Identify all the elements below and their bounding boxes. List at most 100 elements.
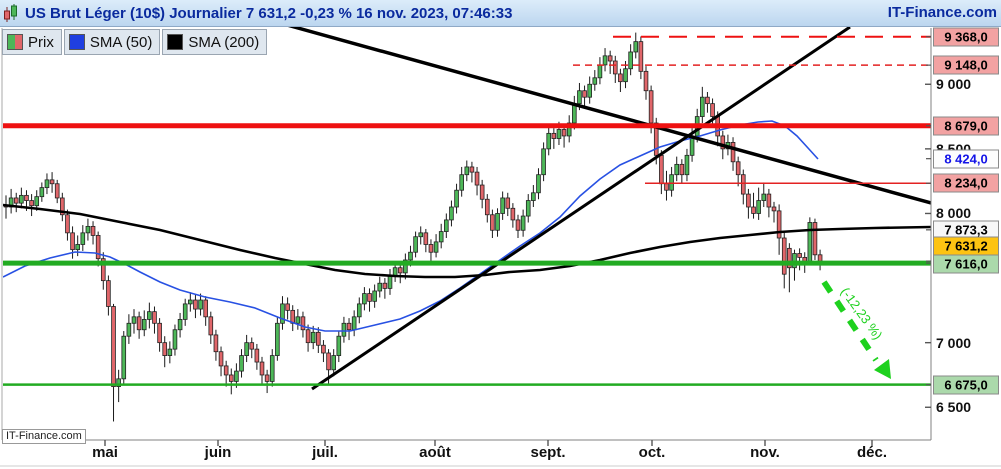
drawdown-label: (-12,23 %) xyxy=(838,284,886,342)
legend-item-sma200[interactable]: SMA (200) xyxy=(162,29,268,55)
candle-up xyxy=(577,90,582,105)
candle-down xyxy=(193,299,198,310)
candle-down xyxy=(720,135,726,150)
price-swatch-icon xyxy=(7,34,23,50)
candle-down xyxy=(254,348,260,363)
candle-down xyxy=(423,232,429,245)
plot-area: (-12,23 %) xyxy=(3,25,931,422)
sma200-line xyxy=(3,203,931,279)
candle-up xyxy=(336,335,342,356)
arrowhead-icon xyxy=(874,359,891,379)
month-label: sept. xyxy=(530,444,566,461)
candle-down xyxy=(469,166,475,173)
candle-down xyxy=(305,329,311,344)
ascending-trendline xyxy=(311,25,851,391)
candle-down xyxy=(735,161,741,176)
candle-up xyxy=(433,241,439,253)
candle-up xyxy=(700,96,705,117)
candle-up xyxy=(387,275,393,289)
candle-down xyxy=(797,253,802,258)
candle-down xyxy=(787,247,792,269)
candle-up xyxy=(413,236,418,253)
candle-up xyxy=(275,322,280,356)
candle-up xyxy=(464,166,470,176)
y-axis-label: 7 000 xyxy=(936,334,972,351)
candle-up xyxy=(121,335,127,380)
candle-up xyxy=(269,355,275,382)
candle-up xyxy=(525,200,531,217)
month-label: juin xyxy=(204,444,232,461)
candle-up xyxy=(623,68,628,83)
candle-up xyxy=(392,267,398,276)
candle-down xyxy=(648,90,654,124)
candle-down xyxy=(300,316,306,331)
month-label: nov. xyxy=(750,444,780,461)
candle-up xyxy=(44,179,50,189)
candle-up xyxy=(141,319,147,331)
candle-down xyxy=(249,342,255,350)
candle-down xyxy=(766,193,772,208)
candle-up xyxy=(331,355,336,371)
legend-item-prix[interactable]: Prix xyxy=(2,29,62,55)
legend-label: SMA (200) xyxy=(188,33,260,51)
candle-down xyxy=(111,306,116,387)
drawdown-arrow xyxy=(821,280,879,362)
candle-down xyxy=(29,200,34,207)
candle-down xyxy=(653,122,659,156)
legend-label: Prix xyxy=(28,33,54,51)
price-level-badge: 7 873,3 xyxy=(933,220,999,240)
candle-up xyxy=(39,187,45,198)
candle-down xyxy=(13,197,19,204)
candle-down xyxy=(106,280,111,307)
candle-up xyxy=(449,206,454,221)
candle-down xyxy=(228,374,234,382)
price-level-badge: 9 368,0 xyxy=(933,27,999,47)
month-label: mai xyxy=(92,444,118,461)
candle-down xyxy=(751,206,756,214)
candle-up xyxy=(147,311,152,320)
candle-up xyxy=(198,299,203,310)
candle-down xyxy=(152,311,157,324)
candle-down xyxy=(136,316,142,331)
candle-up xyxy=(520,215,526,231)
candle-down xyxy=(65,214,70,234)
candle-up xyxy=(244,342,249,356)
candle-up xyxy=(761,193,767,201)
candle-up xyxy=(602,55,608,66)
candle-up xyxy=(674,163,680,176)
candle-down xyxy=(95,235,101,260)
legend-item-sma50[interactable]: SMA (50) xyxy=(63,29,161,55)
candle-up xyxy=(438,231,444,243)
candle-up xyxy=(592,77,598,85)
candle-down xyxy=(710,103,715,117)
candle-up xyxy=(34,196,40,207)
candle-down xyxy=(223,365,229,376)
candle-up xyxy=(633,41,639,53)
price-level-badge: 7 616,0 xyxy=(933,254,999,274)
candle-up xyxy=(541,148,546,176)
legend: Prix SMA (50) SMA (200) xyxy=(2,29,268,55)
candle-up xyxy=(669,174,674,191)
candle-down xyxy=(264,374,270,382)
candle-down xyxy=(607,55,613,62)
candle-down xyxy=(474,171,480,186)
candle-up xyxy=(597,64,603,79)
month-label: déc. xyxy=(856,444,888,461)
candle-down xyxy=(705,96,710,105)
candle-down xyxy=(397,267,403,274)
candle-down xyxy=(162,342,168,356)
candle-up xyxy=(566,122,572,137)
brand-link[interactable]: IT-Finance.com xyxy=(887,4,997,21)
candle-up xyxy=(408,251,413,261)
candle-down xyxy=(24,194,29,201)
candle-up xyxy=(587,83,592,98)
candle-up xyxy=(177,319,183,331)
candle-up xyxy=(372,290,377,302)
price-level-badge: 6 675,0 xyxy=(933,375,999,395)
candle-down xyxy=(321,344,326,354)
month-label: août xyxy=(419,444,451,461)
price-level-badge: 8 679,0 xyxy=(933,116,999,136)
candle-down xyxy=(612,60,618,75)
